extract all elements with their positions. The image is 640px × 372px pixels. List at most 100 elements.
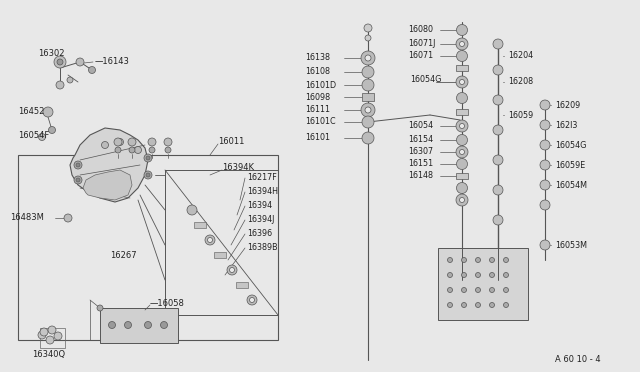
Text: 16071: 16071	[408, 51, 433, 61]
Circle shape	[161, 321, 168, 328]
Circle shape	[125, 321, 131, 328]
Circle shape	[54, 332, 62, 340]
Circle shape	[456, 135, 467, 145]
Bar	[438, 248, 528, 320]
Circle shape	[67, 77, 73, 83]
Text: 16059E: 16059E	[555, 160, 585, 170]
Circle shape	[493, 65, 503, 75]
Bar	[456, 173, 468, 179]
Circle shape	[146, 156, 150, 160]
Circle shape	[128, 138, 136, 146]
Circle shape	[56, 81, 64, 89]
Circle shape	[134, 147, 141, 154]
Circle shape	[504, 302, 509, 308]
Circle shape	[476, 257, 481, 263]
Text: 16452: 16452	[18, 108, 44, 116]
Circle shape	[247, 295, 257, 305]
Circle shape	[205, 235, 215, 245]
Circle shape	[456, 51, 467, 61]
Circle shape	[540, 200, 550, 210]
Bar	[456, 65, 468, 71]
Circle shape	[493, 125, 503, 135]
Circle shape	[362, 66, 374, 78]
Circle shape	[365, 107, 371, 113]
Circle shape	[144, 154, 152, 162]
Text: 16053M: 16053M	[555, 241, 587, 250]
Text: 162I3: 162I3	[555, 121, 577, 129]
Circle shape	[146, 173, 150, 177]
Text: 16054G: 16054G	[555, 141, 586, 150]
Text: 16394: 16394	[247, 202, 272, 211]
Circle shape	[456, 146, 468, 158]
Text: 16209: 16209	[555, 100, 580, 109]
Circle shape	[540, 140, 550, 150]
Circle shape	[361, 103, 375, 117]
Circle shape	[447, 288, 452, 292]
Circle shape	[145, 321, 152, 328]
Bar	[194, 222, 206, 228]
Circle shape	[490, 288, 495, 292]
Circle shape	[109, 321, 115, 328]
Bar	[40, 328, 65, 348]
Text: 16151: 16151	[408, 160, 433, 169]
Circle shape	[38, 134, 45, 141]
Circle shape	[114, 138, 122, 146]
Circle shape	[493, 215, 503, 225]
Circle shape	[461, 288, 467, 292]
Circle shape	[365, 55, 371, 61]
Bar	[362, 93, 374, 101]
Text: 16098: 16098	[305, 93, 330, 102]
Text: 16054: 16054	[408, 122, 433, 131]
Circle shape	[461, 273, 467, 278]
Text: 16394K: 16394K	[222, 164, 254, 173]
Circle shape	[461, 257, 467, 263]
Circle shape	[49, 126, 56, 134]
Circle shape	[540, 180, 550, 190]
Circle shape	[48, 326, 56, 334]
Circle shape	[57, 59, 63, 65]
Circle shape	[38, 331, 46, 339]
Bar	[18, 155, 278, 340]
Bar	[165, 170, 278, 315]
Text: 16154: 16154	[408, 135, 433, 144]
Circle shape	[362, 79, 374, 91]
Text: 16108: 16108	[305, 67, 330, 77]
Text: 16011: 16011	[218, 138, 244, 147]
Text: A 60 10 - 4: A 60 10 - 4	[555, 356, 600, 365]
Circle shape	[46, 336, 54, 344]
Circle shape	[148, 138, 156, 146]
Circle shape	[74, 176, 82, 184]
Circle shape	[476, 288, 481, 292]
Circle shape	[490, 257, 495, 263]
Text: 16307: 16307	[408, 148, 433, 157]
Text: 16302: 16302	[38, 49, 65, 58]
Text: 16483M: 16483M	[10, 214, 44, 222]
Text: 16111: 16111	[305, 106, 330, 115]
Circle shape	[456, 76, 468, 88]
Circle shape	[460, 42, 465, 46]
Circle shape	[227, 265, 237, 275]
Circle shape	[76, 178, 80, 182]
Circle shape	[490, 273, 495, 278]
Circle shape	[54, 56, 66, 68]
Circle shape	[115, 147, 121, 153]
Circle shape	[447, 257, 452, 263]
Circle shape	[116, 138, 124, 145]
Text: 16148: 16148	[408, 171, 433, 180]
Circle shape	[456, 38, 468, 50]
Circle shape	[365, 35, 371, 41]
Circle shape	[164, 138, 172, 146]
Circle shape	[447, 302, 452, 308]
Text: 16267: 16267	[110, 250, 136, 260]
Text: 16394H: 16394H	[247, 187, 278, 196]
Text: 16138: 16138	[305, 54, 330, 62]
Circle shape	[364, 24, 372, 32]
Polygon shape	[70, 128, 148, 202]
Text: 16054G: 16054G	[410, 76, 442, 84]
Circle shape	[460, 80, 465, 84]
Circle shape	[540, 240, 550, 250]
Circle shape	[40, 328, 48, 336]
Text: 16071J: 16071J	[408, 39, 435, 48]
Circle shape	[493, 39, 503, 49]
Circle shape	[149, 147, 155, 153]
